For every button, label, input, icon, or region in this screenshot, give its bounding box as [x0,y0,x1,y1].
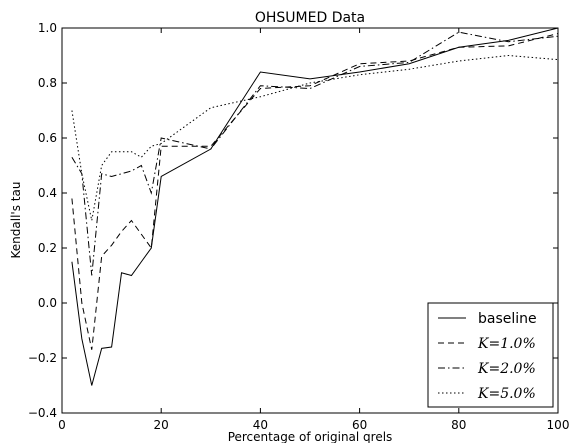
plot-lines [71,27,559,386]
series-line-3 [71,31,559,276]
plot-frame [61,27,559,414]
y-tick-label: 0.2 [38,241,57,255]
x-axis-title: Percentage of original qrels [228,430,393,443]
series-line-4 [71,54,559,221]
x-tick-label: 20 [154,418,169,432]
series-line-2 [71,33,559,350]
y-axis-title: Kendall's tau [9,182,23,259]
x-tick-label: 80 [451,418,466,432]
x-tick-label: 0 [58,418,66,432]
y-tick-label: 0.0 [38,296,57,310]
series-line-1 [71,27,559,386]
y-tick-label: 1.0 [38,21,57,35]
x-tick-label: 60 [352,418,367,432]
legend-label: K=1.0% [477,336,536,352]
y-tick-label: 0.8 [38,76,57,90]
legend-label: K=2.0% [477,361,536,377]
legend-box [427,302,554,408]
y-tick-label: 0.6 [38,131,57,145]
y-tick-label: −0.4 [28,406,57,420]
legend-label: baseline [478,311,537,327]
y-tick-label: −0.2 [28,351,57,365]
legend: baseline K=1.0% K=2.0% K=5.0% [427,302,554,408]
y-axis: −0.4 −0.2 0.0 0.2 0.4 0.6 0.8 1.0 [28,21,558,420]
x-tick-label: 40 [253,418,268,432]
x-axis: 0 20 40 60 80 100 [58,28,569,432]
y-tick-label: 0.4 [38,186,57,200]
chart-title: OHSUMED Data [255,10,365,26]
x-tick-label: 100 [547,418,570,432]
legend-label: K=5.0% [477,386,536,402]
